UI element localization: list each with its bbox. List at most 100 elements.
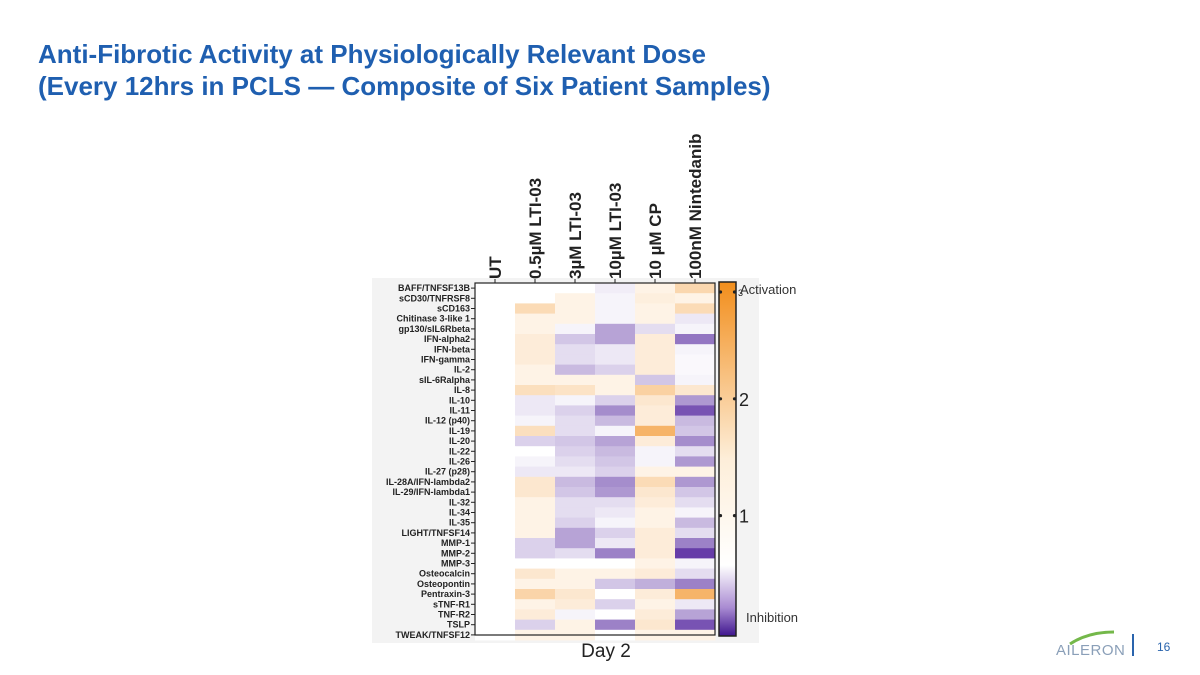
heatmap-cell (595, 568, 636, 580)
row-label: TWEAK/TNFSF12 (395, 630, 470, 640)
scale-tick-label: 1 (739, 507, 749, 527)
heatmap-cell (595, 497, 636, 508)
heatmap-cell (675, 568, 716, 580)
heatmap-cell (675, 466, 716, 478)
heatmap-cell (635, 497, 676, 508)
heatmap-cell (675, 538, 716, 549)
heatmap-cell (555, 517, 596, 529)
row-label: IL-2 (454, 365, 470, 375)
heatmap-cell (635, 334, 676, 345)
row-label: IL-29/IFN-lambda1 (392, 487, 470, 497)
x-axis-label: Day 2 (581, 641, 631, 662)
heatmap-cell (595, 487, 636, 498)
heatmap-cell (515, 599, 556, 610)
heatmap-cell (635, 599, 676, 610)
heatmap-cell (555, 558, 596, 569)
column-label: 10µM LTI-03 (606, 183, 625, 279)
heatmap-cell (515, 568, 556, 580)
heatmap-cell (555, 568, 596, 580)
heatmap-cell (675, 599, 716, 610)
heatmap-cell (635, 487, 676, 498)
heatmap-cell (515, 476, 556, 488)
heatmap-cell (675, 293, 716, 304)
row-label: Chitinase 3-like 1 (396, 314, 470, 324)
heatmap-cell (675, 374, 716, 386)
heatmap-cell (595, 323, 636, 335)
heatmap-cell (515, 548, 556, 559)
heatmap-cell (595, 425, 636, 437)
heatmap-cell (475, 446, 516, 457)
heatmap-cell (475, 619, 516, 631)
heatmap-cell (555, 578, 596, 590)
heatmap-cell (515, 323, 556, 335)
heatmap-cell (595, 476, 636, 488)
heatmap-cell (675, 446, 716, 457)
heatmap-cell (635, 538, 676, 549)
heatmap-cell (635, 507, 676, 518)
heatmap-cell (635, 466, 676, 478)
heatmap-cell (635, 527, 676, 539)
color-scale-ticks: 3 2 1 (718, 288, 749, 527)
heatmap-cell (475, 497, 516, 508)
heatmap-cell (515, 436, 556, 447)
page-number: 16 (1157, 640, 1171, 654)
heatmap-cell (595, 374, 636, 386)
heatmap-cell (515, 517, 556, 529)
heatmap-cell (515, 619, 556, 631)
heatmap-cell (675, 364, 716, 376)
heatmap-cell (595, 507, 636, 518)
row-label: TSLP (447, 620, 470, 630)
column-label: 3µM LTI-03 (566, 192, 585, 279)
heatmap-cell (635, 589, 676, 600)
heatmap-cell (675, 548, 716, 559)
row-label: BAFF/TNFSF13B (398, 283, 471, 293)
row-label: sIL-6Ralpha (419, 375, 471, 385)
heatmap-cell (595, 517, 636, 529)
row-label: sTNF-R1 (433, 599, 470, 609)
row-label: IL-22 (449, 446, 470, 456)
heatmap-cell (515, 538, 556, 549)
heatmap-cell (555, 354, 596, 365)
heatmap-cell (675, 476, 716, 488)
heatmap-cell (675, 507, 716, 518)
heatmap-cell (515, 507, 556, 518)
heatmap-cell (515, 303, 556, 314)
heatmap-cell (635, 446, 676, 457)
heatmap-cell (635, 568, 676, 580)
column-label: 100nM Nintedanib (686, 134, 705, 279)
heatmap-cell (515, 405, 556, 416)
row-label: IFN-alpha2 (424, 334, 470, 344)
footer-divider (1132, 634, 1134, 656)
heatmap-cell (515, 609, 556, 620)
heatmap-cell (555, 323, 596, 335)
heatmap-cell (675, 425, 716, 437)
heatmap-cell (595, 548, 636, 559)
heatmap-cell (675, 303, 716, 314)
heatmap-cell (635, 323, 676, 335)
heatmap-cell (475, 507, 516, 518)
heatmap-cell (515, 456, 556, 467)
heatmap-cell (475, 313, 516, 325)
slide-title: Anti-Fibrotic Activity at Physiologicall… (38, 38, 771, 102)
scale-bottom-label: Inhibition (746, 610, 798, 625)
heatmap-cell (555, 527, 596, 539)
heatmap-cell (675, 436, 716, 447)
heatmap-cell (635, 619, 676, 631)
row-label: IL-11 (449, 406, 470, 416)
scale-tick-dot-left (718, 514, 723, 518)
heatmap-cell (675, 283, 716, 294)
row-label: IL-34 (449, 508, 470, 518)
row-label: sCD30/TNFRSF8 (399, 293, 470, 303)
heatmap-cell (675, 589, 716, 600)
heatmap-cell (475, 395, 516, 406)
heatmap-cell (635, 578, 676, 590)
heatmap-cell (555, 619, 596, 631)
scale-tick-label: 3 (738, 288, 743, 298)
heatmap-cell (635, 517, 676, 529)
heatmap-cell (635, 293, 676, 304)
heatmap-cell (515, 578, 556, 590)
heatmap-cell (635, 364, 676, 376)
footer-brand: AILERON 16 (1040, 628, 1190, 668)
heatmap-cell (555, 466, 596, 478)
heatmap-cell (595, 619, 636, 631)
